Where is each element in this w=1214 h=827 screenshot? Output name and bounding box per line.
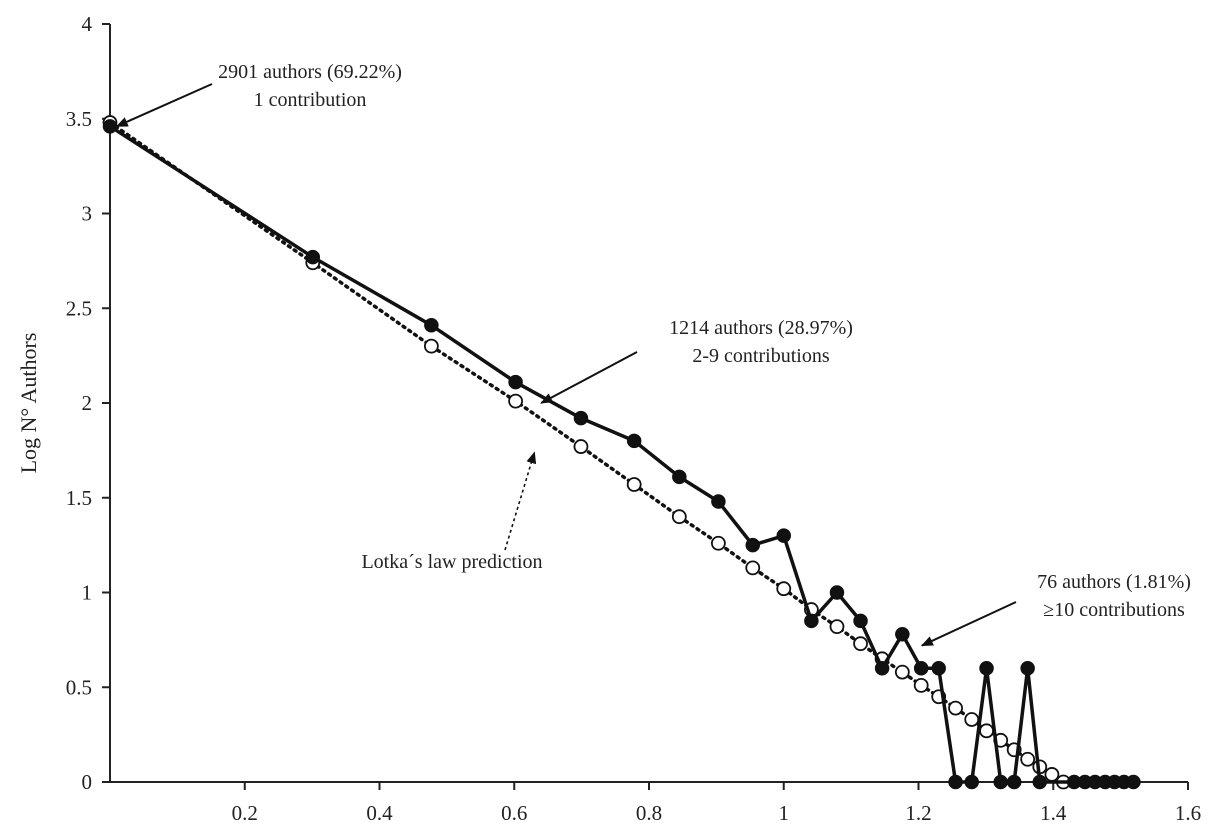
observed-series-line [109, 124, 1134, 784]
observed-point [913, 661, 929, 676]
y-tick-label: 2 [82, 391, 93, 415]
y-tick-label: 1.5 [66, 486, 92, 510]
observed-point [1020, 661, 1035, 676]
predicted-point [964, 712, 980, 727]
x-tick-label: 0.8 [636, 801, 662, 825]
annotation-text: ≥10 contributions [1043, 599, 1185, 621]
predicted-point [573, 439, 589, 454]
series-layer [102, 115, 1141, 790]
y-axis-title: Log N° Authors [16, 333, 41, 474]
observed-point [1032, 774, 1048, 790]
observed-point [672, 469, 687, 485]
observed-point [948, 774, 963, 790]
predicted-point [894, 664, 910, 680]
y-tick-label: 3 [82, 202, 93, 226]
observed-point [424, 318, 439, 333]
x-tick-label: 1.4 [1040, 801, 1067, 825]
predicted-point [508, 393, 523, 409]
annotation-text: 1 contribution [254, 89, 367, 111]
predicted-point [913, 677, 929, 693]
predicted-point [626, 477, 642, 492]
observed-point [626, 433, 642, 449]
annotation-text: Lotka´s law prediction [361, 551, 542, 573]
annotation-text: 76 authors (1.81%) [1037, 571, 1191, 593]
observed-point [964, 774, 979, 790]
predicted-point [853, 636, 868, 652]
observed-point [993, 774, 1008, 790]
predicted-point [1020, 751, 1036, 767]
observed-point [508, 374, 523, 390]
x-tick-label: 0.6 [501, 801, 527, 825]
y-tick-label: 2.5 [66, 296, 92, 320]
predicted-point [745, 560, 761, 576]
observed-point [776, 528, 791, 543]
observed-point [711, 494, 726, 509]
x-tick-label: 1.2 [905, 801, 931, 825]
predicted-point [979, 723, 994, 739]
x-tick-label: 1 [779, 801, 790, 825]
x-tick-label: 0.4 [366, 801, 393, 825]
axes: 0 0.5 1 1.5 2 2.5 3 3.5 4 0.2 0.4 0.6 0.8 1 1.2 1.4 1.6 [66, 12, 1201, 825]
annotation-text: 1214 authors (28.97%) [669, 317, 853, 339]
annotation-arrow [540, 351, 638, 404]
y-tick-label: 3.5 [66, 107, 92, 131]
observed-point [853, 613, 868, 629]
annotation-arrow [115, 83, 213, 128]
annotation-arrow [920, 601, 1017, 647]
annotations: 2901 authors (69.22%) 1 contribution 1214 … [115, 61, 1191, 647]
predicted-point [423, 338, 439, 354]
observed-point [1006, 774, 1022, 790]
observed-point [745, 537, 761, 553]
observed-point [895, 626, 910, 642]
y-tick-label: 0.5 [66, 675, 92, 699]
observed-point [874, 661, 890, 676]
predicted-point [710, 535, 726, 551]
observed-point [573, 410, 589, 426]
x-tick-label: 0.2 [232, 801, 258, 825]
predicted-point [776, 581, 792, 597]
observed-point [102, 119, 118, 134]
predicted-point [671, 509, 687, 525]
observed-point [305, 249, 321, 265]
annotation-text: 2-9 contributions [692, 345, 829, 367]
y-tick-label: 0 [82, 770, 93, 794]
predicted-point [1044, 767, 1060, 782]
predicted-point [948, 700, 963, 716]
annotation-text: 2901 authors (69.22%) [218, 61, 402, 83]
observed-point [829, 585, 845, 600]
predicted-point [829, 619, 845, 635]
observed-point [1126, 774, 1141, 790]
y-tick-label: 4 [82, 12, 93, 36]
observed-point [931, 661, 946, 676]
x-tick-label: 1.6 [1175, 801, 1201, 825]
y-tick-label: 1 [82, 581, 93, 605]
annotation-arrow [504, 451, 537, 551]
observed-point [804, 613, 819, 629]
observed-point [979, 661, 994, 676]
